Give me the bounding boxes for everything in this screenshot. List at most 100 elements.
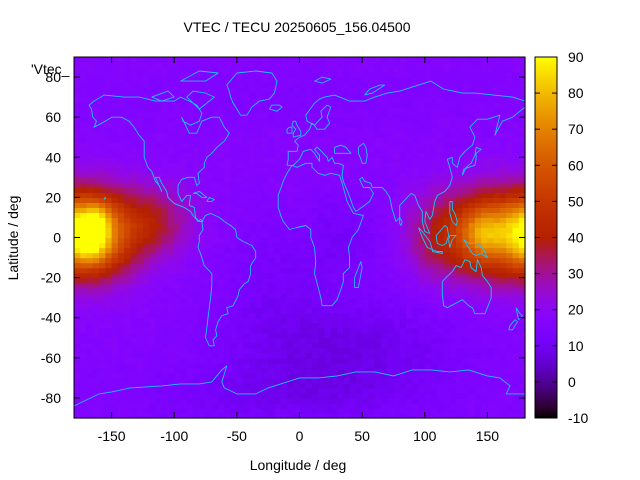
heatmap-cell [236,402,244,409]
heatmap-cell [362,222,369,229]
heatmap-cell [487,177,495,183]
heatmap-cell [343,387,351,394]
heatmap-cell [174,207,182,214]
heatmap-cell [380,192,388,198]
heatmap-cell [405,177,413,183]
heatmap-cell [362,272,369,279]
heatmap-cell [374,77,382,83]
heatmap-cell [186,397,194,404]
heatmap-cell [305,337,313,344]
heatmap-cell [330,317,338,324]
heatmap-cell [199,112,207,118]
heatmap-cell [462,292,470,299]
heatmap-cell [374,237,382,244]
heatmap-cell [380,182,388,188]
heatmap-cell [387,282,395,289]
heatmap-cell [449,162,457,168]
heatmap-cell [111,132,119,138]
heatmap-cell [149,262,157,269]
heatmap-cell [399,77,407,83]
heatmap-cell [193,172,200,178]
heatmap-cell [374,132,382,138]
heatmap-cell [149,87,157,93]
heatmap-cell [111,207,119,214]
heatmap-cell [211,207,219,214]
heatmap-cell [186,302,194,309]
heatmap-cell [374,372,382,379]
heatmap-cell [431,232,438,239]
heatmap-cell [99,72,106,78]
heatmap-cell [305,297,313,304]
heatmap-cell [174,222,182,229]
heatmap-cell [161,407,169,414]
heatmap-cell [374,397,382,404]
heatmap-cell [387,142,395,148]
heatmap-cell [412,357,420,364]
heatmap-cell [330,392,338,399]
heatmap-cell [362,62,369,68]
heatmap-cell [368,112,376,118]
heatmap-cell [124,412,131,419]
heatmap-cell [431,297,438,304]
heatmap-cell [355,192,363,198]
heatmap-cell [393,367,401,374]
heatmap-cell [80,352,88,359]
heatmap-cell [86,267,94,274]
heatmap-cell [117,232,125,239]
heatmap-cell [418,397,426,404]
heatmap-cell [499,222,507,229]
heatmap-cell [499,332,507,339]
heatmap-cell [261,157,269,163]
heatmap-cell [355,387,363,394]
heatmap-cell [249,137,257,143]
heatmap-cell [312,122,319,128]
heatmap-cell [337,132,344,138]
heatmap-cell [80,217,88,224]
heatmap-cell [468,307,476,314]
heatmap-cell [374,82,382,88]
heatmap-cell [399,332,407,339]
heatmap-cell [456,332,463,339]
heatmap-cell [380,92,388,98]
heatmap-cell [337,272,344,279]
heatmap-cell [437,92,445,98]
heatmap-cell [362,182,369,188]
heatmap-cell [456,122,463,128]
heatmap-cell [142,77,150,83]
heatmap-cell [405,382,413,389]
heatmap-cell [124,207,131,214]
heatmap-cell [174,332,182,339]
heatmap-cell [74,257,81,264]
heatmap-cell [474,282,482,289]
heatmap-cell [130,377,138,384]
heatmap-cell [412,132,420,138]
heatmap-cell [437,407,445,414]
heatmap-cell [136,147,144,153]
heatmap-cell [412,217,420,224]
heatmap-cell [312,182,319,188]
heatmap-cell [468,387,476,394]
heatmap-cell [362,287,369,294]
heatmap-cell [355,67,363,73]
heatmap-cell [437,412,445,419]
heatmap-cell [437,247,445,254]
heatmap-cell [343,122,351,128]
heatmap-cell [380,377,388,384]
heatmap-cell [224,372,232,379]
heatmap-cell [155,347,163,354]
heatmap-cell [74,327,81,334]
heatmap-cell [243,157,250,163]
heatmap-cell [117,257,125,264]
heatmap-cell [324,392,332,399]
heatmap-cell [161,272,169,279]
heatmap-cell [99,67,106,73]
heatmap-cell [186,182,194,188]
heatmap-cell [280,227,288,234]
heatmap-cell [224,157,232,163]
heatmap-cell [431,407,438,414]
heatmap-cell [299,172,307,178]
heatmap-cell [255,132,263,138]
heatmap-cell [343,212,351,219]
heatmap-cell [174,82,182,88]
heatmap-cell [142,362,150,369]
